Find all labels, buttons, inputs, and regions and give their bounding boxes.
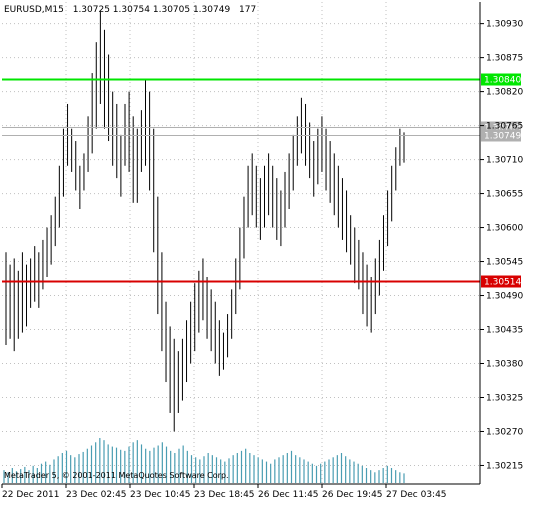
red-level-label-bg [481,275,521,288]
axes [2,2,481,485]
bid-level-label-bg [481,129,521,142]
ohlc-values: 1.30725 1.30754 1.30705 1.30749 [72,5,231,15]
y-tick-label: 1.30215 [486,461,523,471]
copyright-text: MetaTrader 5, © 2001-2011 MetaQuotes Sof… [4,471,229,480]
ask-level-label: 1.30763 [484,124,521,134]
price-bars [5,11,405,432]
red-level-label: 1.30514 [484,278,521,288]
x-tick-label: 27 Dec 03:45 [386,490,447,500]
y-tick-label: 1.30875 [486,54,523,64]
bid-level-label: 1.30749 [484,132,521,142]
y-tick-label: 1.30820 [486,88,523,98]
grid [2,2,480,484]
time-scale[interactable]: 22 Dec 2011 23 Dec 02:45 23 Dec 10:45 23 De… [1,484,447,500]
x-tick-label: 23 Dec 10:45 [130,490,191,500]
volume-histogram [3,438,405,483]
green-level-label-bg [481,73,521,86]
x-tick-label: 26 Dec 19:45 [322,490,383,500]
y-tick-label: 1.30765 [486,122,523,132]
y-tick-label: 1.30380 [486,360,523,370]
y-tick-label: 1.30490 [486,292,523,302]
y-tick-label: 1.30710 [486,156,523,166]
symbol-timeframe: EURUSD,M15 [4,5,64,15]
x-tick-label: 23 Dec 02:45 [66,490,127,500]
y-tick-label: 1.30270 [486,427,523,437]
volume-value: 177 [239,5,257,15]
y-tick-label: 1.30655 [486,190,523,200]
y-tick-label: 1.30435 [486,326,523,336]
y-tick-label: 1.30930 [486,20,523,30]
chart-header: EURUSD,M15 1.30725 1.30754 1.30705 1.307… [4,5,256,15]
x-tick-label: 22 Dec 2011 [2,490,60,500]
y-tick-label: 1.30545 [486,258,523,268]
y-tick-label: 1.30325 [486,393,523,403]
x-tick-label: 23 Dec 18:45 [194,490,255,500]
green-level-label: 1.30840 [484,76,521,86]
x-tick-label: 26 Dec 11:45 [258,490,319,500]
y-tick-label: 1.30600 [486,224,523,234]
price-scale[interactable]: 1.30930 1.30875 1.30820 1.30765 1.30710 1.306… [480,20,523,472]
